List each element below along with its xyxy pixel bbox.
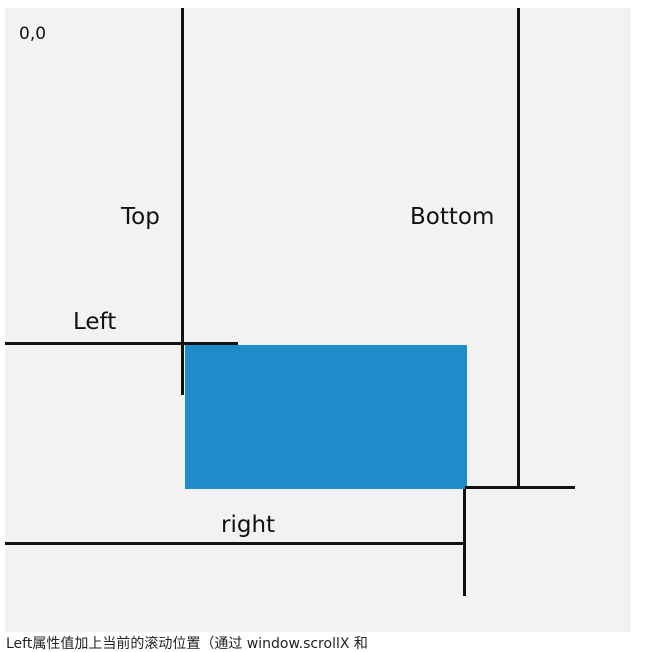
left-label: Left (73, 309, 117, 335)
bottom-measure-line (517, 8, 520, 489)
element-box (185, 345, 467, 489)
top-measure-line (181, 8, 184, 395)
origin-label: 0,0 (19, 24, 47, 44)
bottom-tick-line (465, 486, 575, 489)
bottom-label: Bottom (410, 204, 495, 230)
left-measure-line (5, 342, 238, 345)
right-measure-line (5, 542, 466, 545)
diagram-canvas: 0,0 Top Bottom Left right (5, 8, 631, 632)
caption-text: Left属性值加上当前的滚动位置（通过 window.scrollX 和 (6, 636, 368, 652)
right-label: right (221, 512, 276, 538)
top-label: Top (121, 204, 160, 230)
